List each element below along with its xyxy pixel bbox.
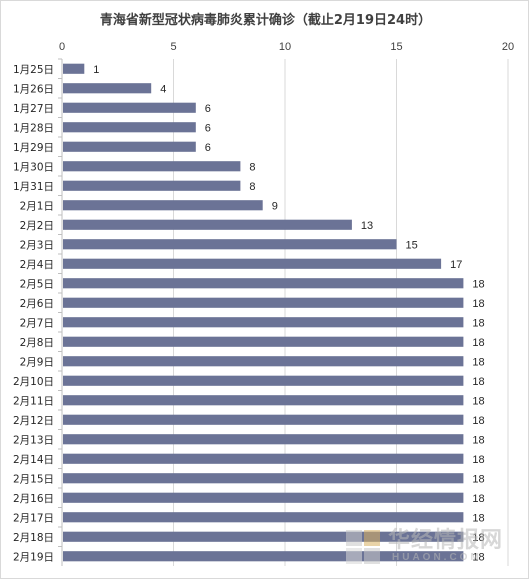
x-tick-label: 15	[390, 41, 402, 53]
category-label: 2月15日	[13, 473, 54, 485]
category-label: 1月26日	[13, 83, 54, 95]
category-label: 2月10日	[13, 376, 54, 388]
x-tick-label: 5	[170, 41, 176, 53]
data-label: 15	[406, 239, 418, 251]
category-label: 1月31日	[13, 181, 54, 193]
category-label: 2月19日	[13, 551, 54, 563]
data-label: 18	[472, 395, 484, 407]
category-label: 1月29日	[13, 142, 54, 154]
category-label: 2月8日	[20, 337, 54, 349]
data-label: 6	[205, 103, 211, 115]
category-label: 1月30日	[13, 161, 54, 173]
watermark-text: 华经情报网	[388, 528, 504, 553]
data-label: 18	[472, 434, 484, 446]
bar	[63, 453, 464, 464]
data-label: 8	[249, 161, 255, 173]
x-tick-label: 20	[502, 41, 514, 53]
data-label: 18	[472, 473, 484, 485]
data-label: 18	[472, 356, 484, 368]
data-label: 18	[472, 454, 484, 466]
data-label: 9	[272, 200, 278, 212]
bar	[63, 434, 464, 445]
category-label: 2月2日	[20, 220, 54, 232]
category-label: 2月5日	[20, 278, 54, 290]
bar	[63, 512, 464, 523]
category-label: 2月1日	[20, 200, 54, 212]
data-label: 18	[472, 317, 484, 329]
data-label: 13	[361, 220, 373, 232]
category-label: 1月25日	[13, 64, 54, 76]
bar	[63, 258, 442, 269]
bar	[63, 317, 464, 328]
data-label: 18	[472, 493, 484, 505]
bar	[63, 375, 464, 386]
category-label: 2月11日	[13, 395, 54, 407]
watermark-emblem-icon	[346, 530, 380, 564]
bar	[63, 531, 464, 542]
bar	[63, 180, 241, 191]
data-label: 18	[472, 512, 484, 524]
data-label: 18	[472, 376, 484, 388]
bar	[63, 122, 196, 133]
bar	[63, 336, 464, 347]
category-label: 2月12日	[13, 415, 54, 427]
bar	[63, 414, 464, 425]
category-label: 2月14日	[13, 454, 54, 466]
bar	[63, 492, 464, 503]
bar	[63, 161, 241, 172]
bar	[63, 219, 352, 230]
data-label: 6	[205, 142, 211, 154]
x-tick-label: 0	[59, 41, 65, 53]
bar	[63, 63, 85, 74]
bar	[63, 473, 464, 484]
bar	[63, 200, 263, 211]
category-label: 2月18日	[13, 532, 54, 544]
data-label: 17	[450, 259, 462, 271]
category-label: 2月7日	[20, 317, 54, 329]
data-label: 18	[472, 337, 484, 349]
data-label: 18	[472, 298, 484, 310]
data-label: 18	[472, 532, 484, 544]
data-label: 1	[93, 64, 99, 76]
bar	[63, 278, 464, 289]
category-label: 2月16日	[13, 493, 54, 505]
data-label: 18	[472, 415, 484, 427]
category-label: 2月6日	[20, 298, 54, 310]
bar	[63, 551, 464, 562]
x-tick-label: 10	[279, 41, 291, 53]
category-label: 2月9日	[20, 356, 54, 368]
chart-title: 青海省新型冠状病毒肺炎累计确诊（截止2月19日24时）	[99, 13, 432, 28]
bar	[63, 239, 397, 250]
data-label: 4	[160, 83, 166, 95]
category-label: 2月13日	[13, 434, 54, 446]
data-label: 18	[472, 278, 484, 290]
bar	[63, 356, 464, 367]
category-label: 1月28日	[13, 122, 54, 134]
category-label: 2月4日	[20, 259, 54, 271]
bar	[63, 297, 464, 308]
data-label: 18	[472, 551, 484, 563]
category-label: 2月3日	[20, 239, 54, 251]
watermark-url: HUAON.COM	[392, 552, 482, 563]
data-label: 8	[249, 181, 255, 193]
category-label: 1月27日	[13, 103, 54, 115]
bar	[63, 102, 196, 113]
data-label: 6	[205, 122, 211, 134]
bar	[63, 83, 152, 94]
watermark-logo: 华经情报网 HUAON.COM	[344, 522, 520, 572]
bar	[63, 395, 464, 406]
bar	[63, 141, 196, 152]
category-label: 2月17日	[13, 512, 54, 524]
